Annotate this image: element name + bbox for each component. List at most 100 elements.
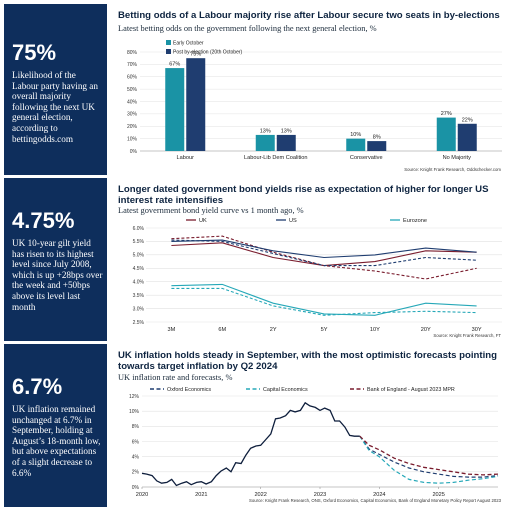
chart-2-ytick-label: 5.5% (133, 239, 145, 245)
chart-3-xtick-label: 2021 (195, 492, 207, 498)
chart-3-series-line (359, 435, 499, 478)
chart-3-legend-label: Bank of England - August 2023 MPR (367, 387, 455, 393)
chart-2-legend-label: UK (199, 218, 207, 224)
chart-3-ytick-label: 0% (132, 485, 140, 491)
panel-2-sidebar: 4.75% UK 10-year gilt yield has risen to… (4, 178, 107, 341)
chart-2-ytick-label: 3.0% (133, 306, 145, 312)
panel-3-title: UK inflation holds steady in September, … (118, 350, 497, 372)
panel-2-chart-area: Longer dated government bond yields rise… (114, 178, 507, 341)
chart-3-ytick-label: 4% (132, 454, 140, 460)
panel-inflation: 6.7% UK inflation remained unchanged at … (4, 344, 507, 507)
panel-3-source: Source: Knight Frank Research, ONS, Oxfo… (249, 498, 501, 503)
chart-2-ytick-label: 4.5% (133, 266, 145, 272)
chart-1-data-label: 75% (190, 52, 201, 58)
chart-3-series-line (359, 435, 499, 484)
chart-2-ytick-label: 6.0% (133, 226, 145, 232)
chart-1-legend-swatch (166, 49, 171, 54)
chart-1-bar (276, 134, 296, 151)
chart-2-series-line (171, 239, 477, 267)
chart-1-data-label: 8% (373, 135, 381, 141)
panel-3-headline-figure: 6.7% (12, 374, 63, 399)
chart-1-data-label: 13% (281, 128, 292, 134)
chart-1-ytick-label: 10% (127, 136, 138, 142)
chart-3-ytick-label: 10% (129, 409, 140, 415)
chart-1-data-label: 13% (260, 128, 271, 134)
panel-3-chart-area: UK inflation holds steady in September, … (114, 344, 507, 507)
chart-3-ytick-label: 8% (132, 424, 140, 430)
chart-1-category-label: Labour (177, 155, 195, 161)
chart-1-ytick-label: 40% (127, 99, 138, 105)
panel-2-headline-figure: 4.75% (12, 208, 75, 233)
chart-2-ytick-label: 4.0% (133, 280, 145, 286)
panel-3-sidebar: 6.7% UK inflation remained unchanged at … (4, 344, 107, 507)
chart-1-ytick-label: 70% (127, 62, 138, 68)
chart-3-xtick-label: 2023 (314, 492, 326, 498)
chart-2-legend-label: US (289, 218, 297, 224)
panel-3-subtitle: UK inflation rate and forecasts, % (118, 373, 233, 382)
panel-1-subtitle: Latest betting odds on the government fo… (118, 24, 377, 33)
chart-2-ytick-label: 3.5% (133, 293, 145, 299)
chart-2-xtick-label: 10Y (370, 327, 380, 333)
chart-3-ytick-label: 12% (129, 394, 140, 400)
chart-2-xtick-label: 5Y (321, 327, 328, 333)
chart-2-xtick-label: 3M (168, 327, 176, 333)
chart-1-bar (255, 134, 275, 151)
chart-1-category-label: No Majority (443, 155, 471, 161)
chart-2-xtick-label: 30Y (472, 327, 482, 333)
panel-1-chart-area: Betting odds of a Labour majority rise a… (114, 4, 507, 175)
panel-1-source: Source: Knight Frank Research, Oddscheck… (404, 167, 501, 172)
chart-1-bar (367, 141, 387, 151)
panel-1-title: Betting odds of a Labour majority rise a… (118, 10, 500, 21)
chart-3-xtick-label: 2025 (432, 492, 444, 498)
chart-2-ytick-label: 2.5% (133, 320, 145, 326)
chart-1-ytick-label: 30% (127, 112, 138, 118)
chart-2-series-line (171, 239, 477, 259)
panel-2-title: Longer dated government bond yields rise… (118, 184, 489, 206)
chart-1-legend-swatch (166, 40, 171, 45)
chart-1-category-label: Conservative (350, 155, 383, 161)
chart-1-category-label: Labour-Lib Dem Coalition (244, 155, 307, 161)
chart-1-svg: 0% 10% 20% 30% 40% 50% 60% 70% 80% 67% 75% Labour 13… (127, 40, 502, 161)
chart-2-xtick-label: 6M (218, 327, 226, 333)
panel-betting-odds: 75% Likelihood of the Labour party havin… (4, 4, 507, 175)
chart-1-ytick-label: 0% (130, 149, 138, 155)
chart-2-legend-label: Eurozone (403, 218, 427, 224)
chart-2-svg: 2.5% 3.0% 3.5% 4.0% 4.5% 5.0% 5.5% 6.0% 3M 6M 2Y 5Y… (133, 218, 502, 333)
chart-1-bar (457, 123, 477, 151)
chart-1-bar (186, 58, 206, 151)
chart-3-xtick-label: 2022 (254, 492, 266, 498)
chart-1-bar (165, 68, 185, 151)
chart-2-series-line (171, 283, 477, 316)
chart-2-xtick-label: 20Y (421, 327, 431, 333)
panel-2-description: UK 10-year gilt yield has risen to its h… (12, 238, 103, 312)
panel-2-source: Source: Knight Frank Research, FT (433, 333, 501, 338)
chart-1-ytick-label: 50% (127, 87, 138, 93)
panel-1-description: Likelihood of the Labour party having an… (12, 70, 98, 144)
chart-1-legend-label: Early October (173, 41, 204, 47)
chart-1-ytick-label: 80% (127, 50, 138, 56)
chart-2-ytick-label: 5.0% (133, 253, 145, 259)
chart-1-data-label: 27% (441, 111, 452, 117)
chart-3-legend-label: Capital Economics (263, 387, 308, 393)
chart-1-ytick-label: 60% (127, 75, 138, 81)
chart-2-xtick-label: 2Y (270, 327, 277, 333)
chart-3-xtick-label: 2020 (136, 492, 148, 498)
panel-bond-yields: 4.75% UK 10-year gilt yield has risen to… (4, 178, 507, 341)
chart-3-legend-label: Oxford Economics (167, 387, 211, 393)
chart-3-series-line (141, 401, 360, 487)
panel-1-sidebar: 75% Likelihood of the Labour party havin… (4, 4, 107, 175)
chart-1-data-label: 10% (350, 132, 361, 138)
panel-1-headline-figure: 75% (12, 40, 57, 65)
chart-3-xtick-label: 2024 (373, 492, 385, 498)
chart-1-bar (436, 117, 456, 151)
chart-3-ytick-label: 2% (132, 470, 140, 476)
chart-2-series-line (171, 242, 477, 267)
chart-1-data-label: 22% (462, 117, 473, 123)
chart-2-series-line (171, 287, 477, 316)
chart-1-ytick-label: 20% (127, 124, 138, 130)
chart-1-data-label: 67% (169, 62, 180, 68)
chart-3-ytick-label: 6% (132, 439, 140, 445)
chart-1-bar (346, 138, 366, 151)
panel-3-description: UK inflation remained unchanged at 6.7% … (12, 404, 101, 478)
chart-1-legend-label: Post by-election (20th October) (173, 50, 243, 56)
